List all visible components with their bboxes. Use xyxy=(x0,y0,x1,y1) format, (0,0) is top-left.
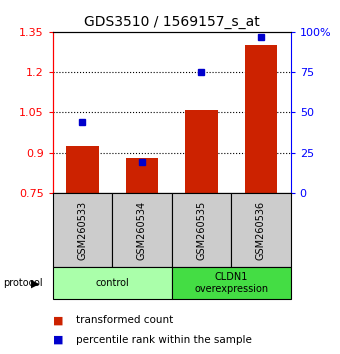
Bar xyxy=(244,45,277,193)
Bar xyxy=(125,158,158,193)
Bar xyxy=(172,267,291,299)
Bar xyxy=(185,110,218,193)
Bar xyxy=(172,193,231,267)
Text: ■: ■ xyxy=(53,315,63,325)
Title: GDS3510 / 1569157_s_at: GDS3510 / 1569157_s_at xyxy=(84,16,259,29)
Text: control: control xyxy=(95,278,129,288)
Text: GSM260535: GSM260535 xyxy=(197,200,206,260)
Text: ▶: ▶ xyxy=(31,278,39,288)
Text: GSM260536: GSM260536 xyxy=(256,200,266,260)
Text: ■: ■ xyxy=(53,335,63,345)
Bar xyxy=(53,267,172,299)
Text: transformed count: transformed count xyxy=(76,315,174,325)
Bar xyxy=(231,193,291,267)
Text: GSM260533: GSM260533 xyxy=(78,200,87,260)
Text: percentile rank within the sample: percentile rank within the sample xyxy=(76,335,252,345)
Text: GSM260534: GSM260534 xyxy=(137,200,147,260)
Bar xyxy=(112,193,172,267)
Bar xyxy=(53,193,112,267)
Bar xyxy=(66,146,99,193)
Text: protocol: protocol xyxy=(3,278,43,288)
Text: CLDN1
overexpression: CLDN1 overexpression xyxy=(194,272,268,294)
